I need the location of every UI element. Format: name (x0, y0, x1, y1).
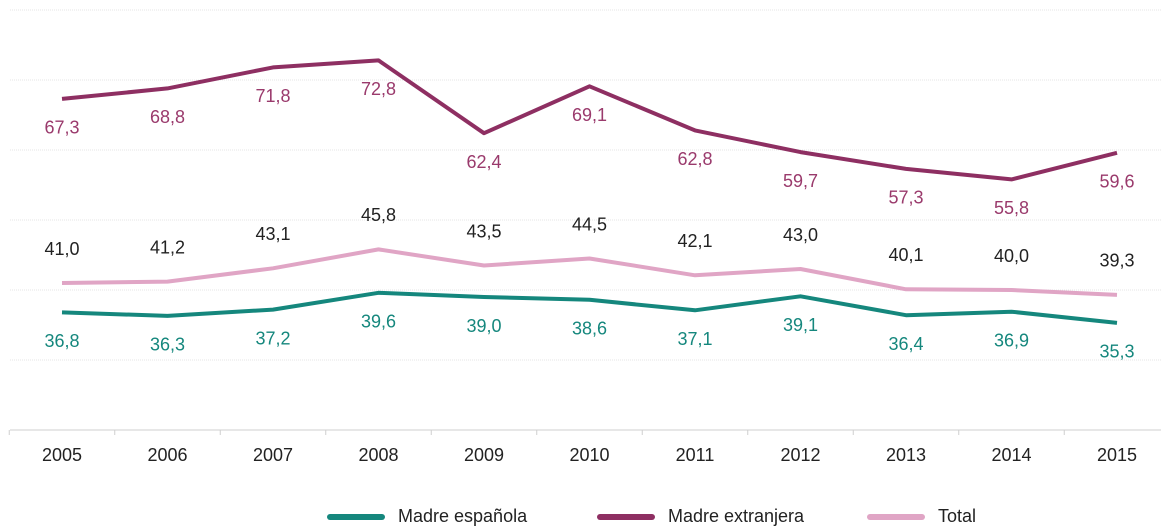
value-label: 40,1 (888, 245, 923, 265)
value-label: 67,3 (44, 118, 79, 138)
value-label: 36,3 (150, 335, 185, 355)
value-label: 41,2 (150, 237, 185, 257)
x-tick-label: 2005 (42, 445, 82, 465)
value-label: 72,8 (361, 79, 396, 99)
value-label: 39,1 (783, 315, 818, 335)
value-label: 37,2 (255, 328, 290, 348)
value-label: 62,4 (466, 152, 501, 172)
series-line (61, 290, 1118, 325)
value-label: 43,1 (255, 224, 290, 244)
value-label: 59,6 (1099, 172, 1134, 192)
x-tick-label: 2007 (253, 445, 293, 465)
value-label: 59,7 (783, 171, 818, 191)
value-label: 43,0 (783, 225, 818, 245)
value-label: 43,5 (466, 221, 501, 241)
value-label: 37,1 (677, 329, 712, 349)
value-label: 62,8 (677, 149, 712, 169)
x-tick-label: 2014 (991, 445, 1031, 465)
x-tick-label: 2012 (780, 445, 820, 465)
x-tick-label: 2009 (464, 445, 504, 465)
value-label: 41,0 (44, 239, 79, 259)
value-label: 69,1 (572, 105, 607, 125)
x-tick-label: 2010 (569, 445, 609, 465)
series-line (61, 247, 1118, 297)
value-label: 57,3 (888, 188, 923, 208)
value-label: 42,1 (677, 231, 712, 251)
x-tick-label: 2015 (1097, 445, 1137, 465)
value-label: 40,0 (994, 246, 1029, 266)
value-label: 55,8 (994, 198, 1029, 218)
value-label: 68,8 (150, 107, 185, 127)
value-label: 36,4 (888, 334, 923, 354)
value-label: 44,5 (572, 214, 607, 234)
value-label: 39,0 (466, 316, 501, 336)
x-tick-label: 2013 (886, 445, 926, 465)
x-tick-label: 2011 (676, 445, 715, 465)
value-label: 36,9 (994, 330, 1029, 350)
series-line (61, 58, 1118, 182)
x-tick-label: 2006 (147, 445, 187, 465)
legend-label: Total (938, 506, 976, 526)
value-label: 38,6 (572, 319, 607, 339)
x-tick-label: 2008 (358, 445, 398, 465)
value-label: 36,8 (44, 331, 79, 351)
value-label: 39,3 (1099, 251, 1134, 271)
value-label: 45,8 (361, 205, 396, 225)
value-label: 35,3 (1099, 342, 1134, 362)
value-label: 39,6 (361, 312, 396, 332)
value-label: 71,8 (255, 86, 290, 106)
legend-label: Madre extranjera (668, 506, 805, 526)
legend-label: Madre española (398, 506, 528, 526)
